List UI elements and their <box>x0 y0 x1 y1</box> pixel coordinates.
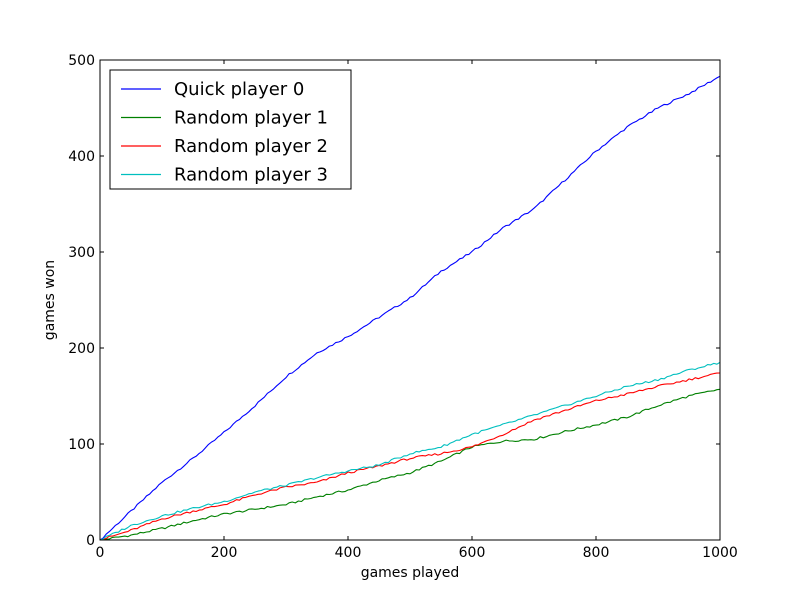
series-line-0 <box>99 75 721 541</box>
x-axis: 0 200 400 600 800 1000 <box>96 60 738 561</box>
y-tick-label: 0 <box>86 533 95 549</box>
y-tick-label: 200 <box>68 341 95 357</box>
x-tick-label: 200 <box>211 545 238 561</box>
series-line-1 <box>99 388 721 541</box>
x-axis-label: games played <box>361 565 460 581</box>
x-tick-label: 1000 <box>702 545 738 561</box>
legend-label-0: Quick player 0 <box>174 79 304 100</box>
legend-frame <box>109 69 352 190</box>
legend: Quick player 0 Random player 1 Random play… <box>109 69 352 190</box>
y-tick-label: 500 <box>68 53 95 69</box>
x-tick-label: 0 <box>96 545 105 561</box>
y-tick-label: 400 <box>68 149 95 165</box>
legend-label-2: Random player 2 <box>174 136 328 157</box>
y-tick-label: 300 <box>68 245 95 261</box>
y-axis-label: games won <box>42 260 58 340</box>
x-tick-label: 600 <box>459 545 486 561</box>
legend-label-1: Random player 1 <box>174 108 328 129</box>
x-tick-label: 800 <box>583 545 610 561</box>
legend-label-3: Random player 3 <box>174 165 328 186</box>
series-line-2 <box>99 372 721 541</box>
series-layer <box>99 75 721 541</box>
plot-frame <box>99 59 721 541</box>
series-line-3 <box>99 361 721 541</box>
x-tick-label: 400 <box>335 545 362 561</box>
y-tick-label: 100 <box>68 437 95 453</box>
y-axis: 0 100 200 300 400 500 <box>68 53 720 549</box>
